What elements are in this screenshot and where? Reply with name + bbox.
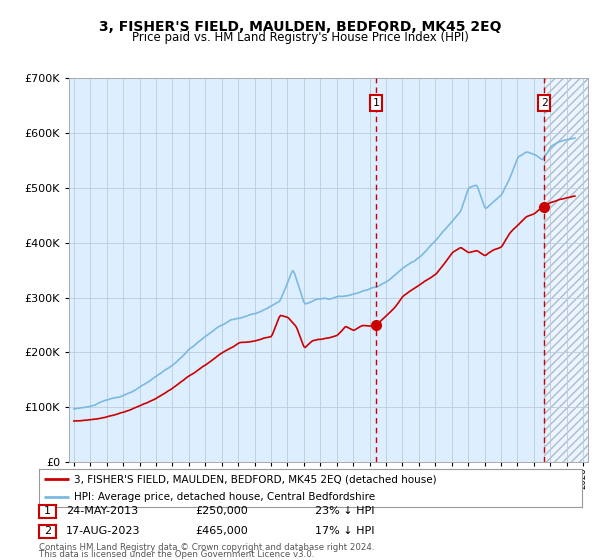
Text: HPI: Average price, detached house, Central Bedfordshire: HPI: Average price, detached house, Cent… <box>74 492 376 502</box>
Text: 3, FISHER'S FIELD, MAULDEN, BEDFORD, MK45 2EQ (detached house): 3, FISHER'S FIELD, MAULDEN, BEDFORD, MK4… <box>74 474 437 484</box>
Text: 1: 1 <box>373 98 379 108</box>
Text: This data is licensed under the Open Government Licence v3.0.: This data is licensed under the Open Gov… <box>39 550 314 559</box>
Text: 2: 2 <box>541 98 548 108</box>
Text: 23% ↓ HPI: 23% ↓ HPI <box>315 506 374 516</box>
Text: 1: 1 <box>44 506 51 516</box>
Text: 2: 2 <box>44 526 51 536</box>
Text: £250,000: £250,000 <box>195 506 248 516</box>
Text: 24-MAY-2013: 24-MAY-2013 <box>66 506 138 516</box>
Text: £465,000: £465,000 <box>195 526 248 536</box>
Text: Contains HM Land Registry data © Crown copyright and database right 2024.: Contains HM Land Registry data © Crown c… <box>39 543 374 552</box>
Text: Price paid vs. HM Land Registry's House Price Index (HPI): Price paid vs. HM Land Registry's House … <box>131 31 469 44</box>
Bar <box>544 78 599 462</box>
Text: 17-AUG-2023: 17-AUG-2023 <box>66 526 140 536</box>
Text: 17% ↓ HPI: 17% ↓ HPI <box>315 526 374 536</box>
Bar <box>544 78 599 462</box>
Text: 3, FISHER'S FIELD, MAULDEN, BEDFORD, MK45 2EQ: 3, FISHER'S FIELD, MAULDEN, BEDFORD, MK4… <box>99 20 501 34</box>
